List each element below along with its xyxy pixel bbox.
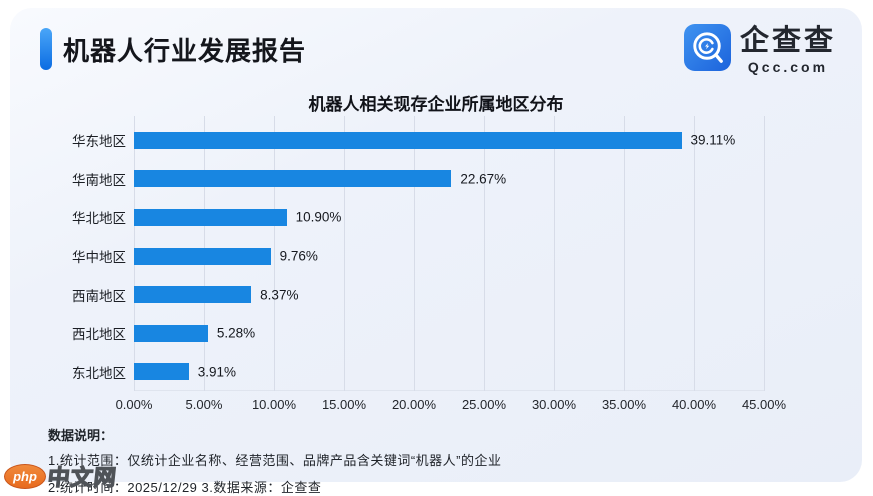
category-label: 西北地区 <box>72 327 126 343</box>
qcc-logo-domain: Qcc.com <box>747 58 829 75</box>
bar-track: 22.67% <box>134 170 764 188</box>
bar-chart: 华东地区 39.11% 华南地区 22.67% 华北地区 10.90% 华中地区 9.76% 西… <box>48 116 822 421</box>
bar-rows: 华东地区 39.11% 华南地区 22.67% 华北地区 10.90% 华中地区 9.76% 西… <box>48 116 822 392</box>
report-title: 机器人行业发展报告 <box>63 35 307 66</box>
bar <box>134 170 452 188</box>
note-line-1: 1.统计范围：仅统计企业名称、经营范围、品牌产品含关键词“机器人”的企业 <box>48 453 502 469</box>
x-tick-label: 20.00% <box>391 397 437 413</box>
x-tick-label: 25.00% <box>461 397 507 413</box>
category-label: 东北地区 <box>72 365 126 381</box>
value-label: 22.67% <box>460 171 507 187</box>
bar-track: 8.37% <box>134 286 764 304</box>
bar-row: 华北地区 10.90% <box>48 198 822 237</box>
qcc-logo-name: 企查查 <box>739 24 836 57</box>
bar-row: 华中地区 9.76% <box>48 237 822 276</box>
gridline <box>693 116 695 392</box>
accent-bar <box>40 28 52 70</box>
bar <box>134 131 682 149</box>
category-label: 西南地区 <box>72 288 126 304</box>
bar-row: 西南地区 8.37% <box>48 275 822 314</box>
gridline <box>764 116 765 392</box>
category-label: 华北地区 <box>72 211 126 227</box>
gridline <box>273 116 275 392</box>
value-label: 9.76% <box>279 248 318 264</box>
gridline <box>484 116 485 392</box>
x-tick-label: 0.00% <box>115 397 153 413</box>
x-tick-label: 15.00% <box>321 397 367 413</box>
data-notes: 数据说明： 1.统计范围：仅统计企业名称、经营范围、品牌产品含关键词“机器人”的… <box>48 425 862 496</box>
x-axis: 0.00% 5.00% 10.00% 15.00% 20.00% 25.00% 30.00%… <box>116 397 786 421</box>
x-tick-label: 10.00% <box>251 397 297 413</box>
x-tick-label: 40.00% <box>671 397 717 413</box>
x-tick-label: 45.00% <box>741 397 787 413</box>
qcc-logo-text: 企查查 Qcc.com <box>739 24 836 75</box>
note-line-2: 2.统计时间：2025/12/29 3.数据来源：企查查 <box>48 480 322 496</box>
bar-track: 5.28% <box>134 324 764 342</box>
report-card: 机器人行业发展报告 <box>10 8 862 495</box>
value-label: 3.91% <box>197 364 237 380</box>
x-tick-label: 30.00% <box>531 397 577 413</box>
report-header: 机器人行业发展报告 <box>10 8 862 76</box>
value-label: 39.11% <box>690 132 736 148</box>
bar-track: 3.91% <box>134 363 764 381</box>
value-label: 8.37% <box>260 287 299 303</box>
php-cn-watermark: php 中文网 <box>4 460 119 492</box>
watermark-text: 中文网 <box>46 464 119 490</box>
bar-row: 华南地区 22.67% <box>48 160 822 199</box>
x-tick-label: 35.00% <box>601 397 647 413</box>
bar <box>134 286 252 304</box>
bar <box>134 363 189 381</box>
x-tick-label: 5.00% <box>185 397 223 413</box>
gridline <box>554 116 555 392</box>
bar-track: 39.11% <box>134 131 764 149</box>
bar <box>134 208 287 226</box>
bar <box>134 324 208 342</box>
bar-track: 9.76% <box>134 247 764 265</box>
value-label: 5.28% <box>216 325 256 341</box>
gridline <box>344 116 345 392</box>
chart-title: 机器人相关现存企业所属地区分布 <box>308 95 564 114</box>
bar-row: 东北地区 3.91% <box>48 353 822 392</box>
notes-heading: 数据说明： <box>48 428 114 444</box>
qcc-logo-icon <box>683 24 731 76</box>
category-label: 华东地区 <box>72 134 126 150</box>
bar-row: 华东地区 39.11% <box>48 121 822 160</box>
bar-row: 西北地区 5.28% <box>48 314 822 353</box>
category-label: 华中地区 <box>72 250 126 266</box>
php-badge: php <box>4 463 46 489</box>
bar <box>134 247 271 265</box>
bar-track: 10.90% <box>134 208 764 226</box>
category-label: 华南地区 <box>72 172 126 188</box>
gridline <box>624 116 625 392</box>
value-label: 10.90% <box>295 209 342 225</box>
report-title-group: 机器人行业发展报告 <box>40 28 306 70</box>
qcc-logo: 企查查 Qcc.com <box>683 24 836 76</box>
gridline <box>413 116 415 392</box>
